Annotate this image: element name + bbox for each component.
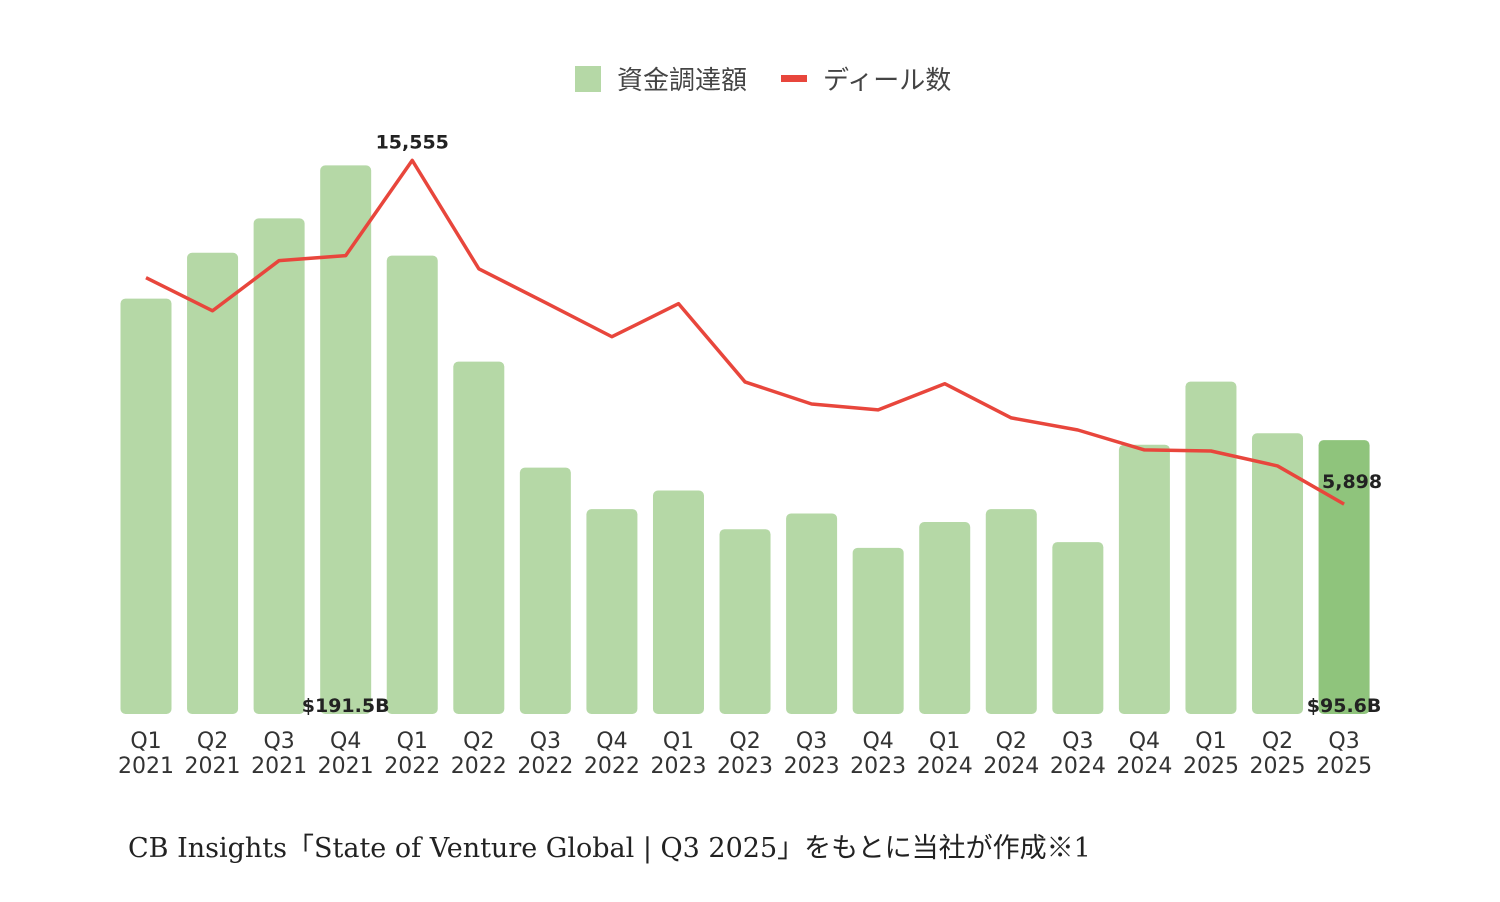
bar-data-label: $95.6B	[1307, 695, 1382, 717]
bar-11	[852, 547, 904, 714]
legend-swatch-funding	[575, 65, 601, 92]
x-tick-quarter: Q3	[1328, 729, 1359, 754]
bar-4	[386, 255, 438, 714]
x-tick-year: 2022	[451, 754, 507, 779]
x-tick-year: 2022	[517, 754, 573, 779]
x-tick-quarter: Q2	[197, 729, 228, 754]
x-tick-quarter: Q3	[1062, 729, 1093, 754]
legend-swatch-deals	[781, 75, 808, 82]
x-tick-year: 2023	[850, 754, 906, 779]
bar-18	[1318, 440, 1370, 714]
x-tick-quarter: Q4	[862, 729, 893, 754]
x-tick-quarter: Q4	[1129, 729, 1160, 754]
legend-label-deals: ディール数	[823, 66, 952, 96]
x-tick-year: 2023	[784, 754, 840, 779]
bar-5	[453, 361, 505, 714]
x-tick-year: 2024	[983, 754, 1039, 779]
legend-label-funding: 資金調達額	[617, 66, 748, 96]
x-tick-quarter: Q3	[796, 729, 827, 754]
x-tick-year: 2021	[318, 754, 374, 779]
bar-16	[1185, 381, 1237, 714]
x-tick-year: 2021	[185, 754, 241, 779]
x-tick-quarter: Q3	[530, 729, 561, 754]
line-data-label: 15,555	[376, 131, 449, 153]
x-tick-quarter: Q1	[130, 729, 161, 754]
x-tick-quarter: Q2	[1262, 729, 1293, 754]
bar-6	[519, 467, 571, 714]
bar-12	[919, 522, 971, 714]
x-tick-quarter: Q2	[729, 729, 760, 754]
bar-data-label: $191.5B	[302, 695, 390, 717]
bar-2	[253, 218, 305, 715]
bar-7	[586, 509, 638, 714]
x-tick-year: 2022	[584, 754, 640, 779]
line-data-label: 5,898	[1322, 471, 1382, 493]
x-tick-year: 2023	[717, 754, 773, 779]
bar-1	[187, 252, 239, 715]
x-tick-year: 2021	[251, 754, 307, 779]
bar-10	[786, 513, 838, 714]
x-tick-year: 2024	[917, 754, 973, 779]
x-tick-quarter: Q2	[996, 729, 1027, 754]
bar-13	[985, 509, 1037, 714]
bar-9	[719, 529, 771, 714]
x-tick-quarter: Q2	[463, 729, 494, 754]
bar-17	[1252, 433, 1304, 714]
x-tick-quarter: Q1	[663, 729, 694, 754]
bar-3	[320, 165, 372, 715]
bar-0	[120, 298, 172, 714]
legend: 資金調達額 ディール数	[575, 60, 951, 97]
bar-8	[652, 490, 704, 714]
x-tick-quarter: Q3	[263, 729, 294, 754]
bar-15	[1118, 444, 1170, 714]
x-tick-quarter: Q4	[330, 729, 361, 754]
x-tick-year: 2023	[650, 754, 706, 779]
x-tick-year: 2022	[384, 754, 440, 779]
x-tick-quarter: Q4	[596, 729, 627, 754]
x-tick-quarter: Q1	[397, 729, 428, 754]
x-tick-year: 2025	[1316, 754, 1372, 779]
x-tick-year: 2025	[1183, 754, 1239, 779]
x-tick-year: 2021	[118, 754, 174, 779]
x-tick-quarter: Q1	[929, 729, 960, 754]
x-tick-year: 2024	[1116, 754, 1172, 779]
x-tick-year: 2024	[1050, 754, 1106, 779]
x-tick-year: 2025	[1250, 754, 1306, 779]
x-tick-quarter: Q1	[1195, 729, 1226, 754]
bar-14	[1052, 542, 1104, 714]
source-note: CB Insights「State of Venture Global | Q3…	[128, 833, 1091, 864]
